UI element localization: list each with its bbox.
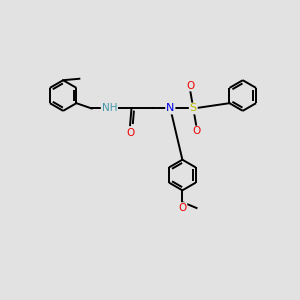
Text: NH: NH	[102, 103, 117, 113]
Text: O: O	[192, 126, 200, 136]
Text: O: O	[178, 203, 187, 213]
Text: O: O	[186, 80, 194, 91]
Text: N: N	[166, 103, 175, 113]
Text: O: O	[127, 128, 135, 138]
Text: S: S	[190, 103, 197, 113]
